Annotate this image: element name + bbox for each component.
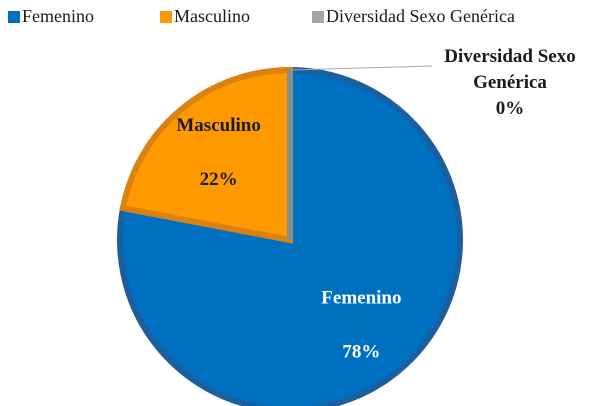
slice-value: 78%: [342, 342, 380, 363]
legend-swatch: [160, 11, 172, 23]
outside-label: Diversidad Sexo Genérica 0%: [420, 44, 597, 122]
leader-line: [291, 65, 433, 71]
slice-name: Diversidad Sexo Genérica: [444, 46, 576, 93]
pie-slice: [117, 66, 463, 406]
legend-swatch: [8, 11, 20, 23]
slice-name: Masculino: [176, 115, 260, 136]
legend-label: Diversidad Sexo Genérica: [326, 6, 515, 26]
slice-value: 0%: [495, 98, 525, 119]
pie-slice: [119, 66, 293, 244]
legend-label: Masculino: [174, 6, 250, 26]
slice-name: Femenino: [321, 288, 401, 309]
legend-label: Femenino: [22, 6, 94, 26]
slice-value: 22%: [200, 169, 238, 190]
legend-swatch: [312, 11, 324, 23]
